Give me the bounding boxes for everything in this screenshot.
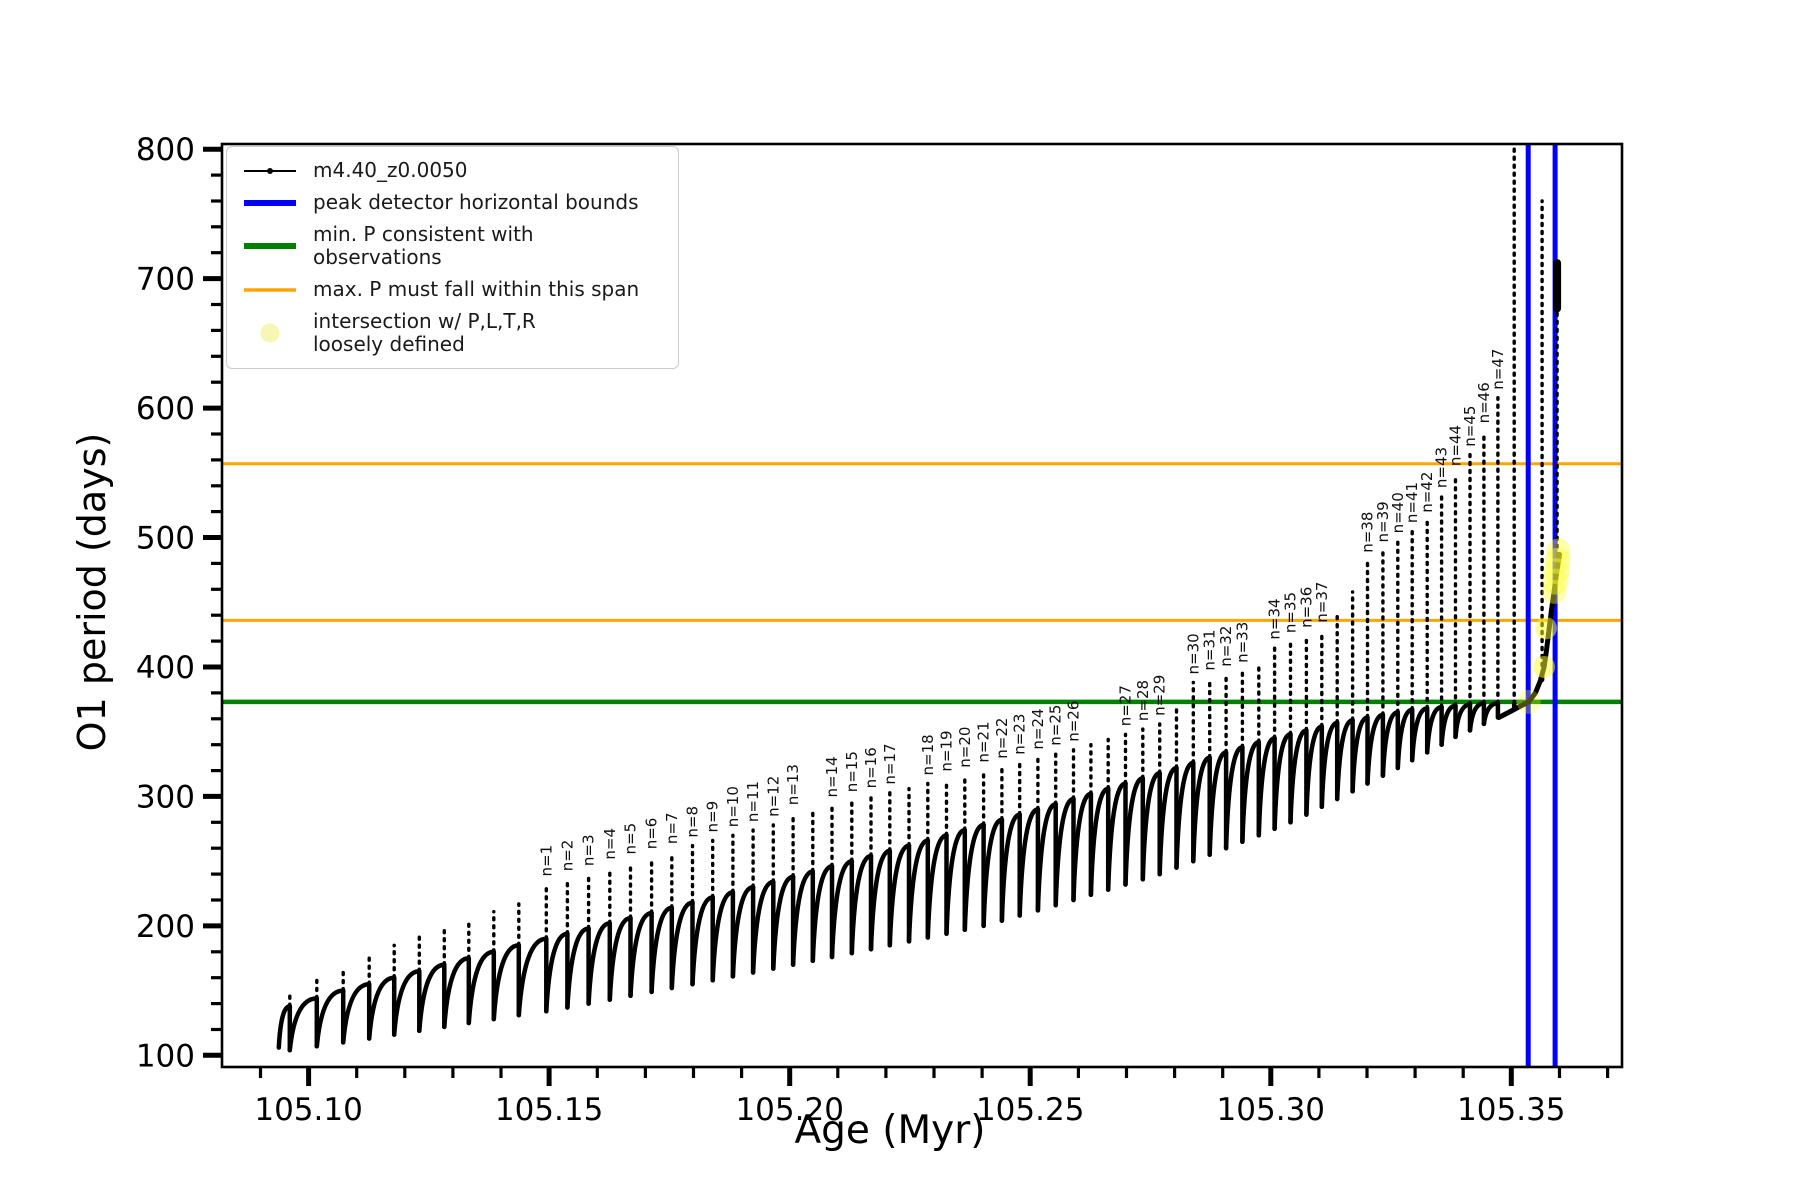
pulse-label: n=10 [724, 786, 742, 827]
pulse-label: n=43 [1433, 447, 1451, 488]
intersection-marker [1542, 579, 1567, 604]
legend-entry-3: max. P must fall within this span [242, 278, 662, 301]
pulse-label: n=36 [1297, 587, 1315, 628]
y-tick-label: 300 [136, 779, 195, 815]
pulse-label: n=34 [1266, 598, 1284, 639]
legend-swatch [242, 161, 298, 181]
pulse-label: n=21 [975, 721, 993, 762]
pulse-label: n=32 [1217, 626, 1235, 667]
x-tick-label: 105.30 [1217, 1092, 1325, 1128]
pulse-label: n=47 [1489, 349, 1507, 390]
x-tick-label: 105.25 [976, 1092, 1084, 1128]
y-tick-label: 500 [136, 521, 195, 557]
pulse-label: n=44 [1447, 425, 1465, 466]
legend-swatch [242, 280, 298, 300]
intersection-marker [1535, 617, 1557, 640]
pulse-label: n=3 [580, 834, 598, 866]
pulse-label: n=8 [684, 806, 702, 838]
pulse-label: n=30 [1184, 633, 1202, 674]
y-axis-label: O1 period (days) [70, 432, 114, 752]
pulse-label: n=46 [1475, 382, 1493, 423]
x-tick-label: 105.20 [735, 1092, 843, 1128]
legend-label: max. P must fall within this span [313, 277, 640, 301]
intersection-marker [1542, 568, 1569, 595]
pulse-label: n=28 [1134, 680, 1152, 721]
pulse-label: n=27 [1117, 685, 1135, 726]
legend-swatch [242, 320, 298, 346]
series-spike-drops [287, 671, 1545, 1053]
pulse-label: n=22 [993, 718, 1011, 759]
pulse-label: n=42 [1418, 472, 1436, 513]
pulse-label: n=33 [1233, 622, 1251, 663]
series-spike-peaks [288, 142, 1559, 1008]
line-swatch [244, 243, 296, 249]
pulse-label: n=7 [663, 812, 681, 844]
pulse-label: n=19 [938, 730, 956, 771]
plot-frame [220, 142, 1624, 1069]
intersection-marker [1546, 538, 1571, 563]
pulse-label: n=13 [784, 764, 802, 805]
pulse-label: n=25 [1047, 705, 1065, 746]
y-tick-label: 800 [136, 132, 195, 168]
intersection-marker [1533, 656, 1556, 678]
legend-swatch [242, 193, 298, 213]
intersection-marker [1516, 689, 1541, 714]
pulse-label: n=23 [1011, 714, 1029, 755]
pulse-label: n=29 [1151, 675, 1169, 716]
pulse-label: n=39 [1374, 501, 1392, 542]
pulse-label: n=31 [1201, 629, 1219, 670]
x-tick-label: 105.10 [254, 1092, 362, 1128]
y-tick-label: 600 [136, 391, 195, 427]
pulse-label: n=2 [558, 840, 576, 872]
pulse-label: n=5 [622, 823, 640, 855]
line-swatch [244, 199, 296, 206]
pulse-label: n=35 [1282, 592, 1300, 633]
series-arcs [276, 700, 1501, 1053]
y-tick-label: 200 [136, 909, 195, 945]
pulse-label: n=37 [1313, 582, 1331, 623]
pulse-label: n=6 [643, 818, 661, 850]
intersection-marker [1544, 547, 1571, 574]
dot-swatch [260, 323, 280, 343]
y-tick-label: 700 [136, 262, 195, 298]
legend-entry-2: min. P consistent with observations [242, 223, 662, 269]
pulse-label: n=38 [1359, 512, 1377, 553]
x-axis-label: Age (Myr) [794, 1108, 986, 1153]
pulse-label: n=17 [881, 743, 899, 784]
pulse-label: n=41 [1403, 482, 1421, 523]
legend-entry-4: intersection w/ P,L,T,R loosely defined [242, 310, 662, 356]
pulse-label: n=11 [744, 781, 762, 822]
pulse-label: n=45 [1461, 406, 1479, 447]
pulse-label: n=14 [823, 756, 841, 797]
x-tick-label: 105.35 [1457, 1092, 1565, 1128]
pulse-label: n=4 [601, 828, 619, 860]
legend-entry-0: m4.40_z0.0050 [242, 159, 662, 182]
pulse-label: n=15 [843, 751, 861, 792]
pulse-label: n=16 [862, 747, 880, 788]
legend-entry-1: peak detector horizontal bounds [242, 191, 662, 214]
y-tick-label: 400 [136, 650, 195, 686]
legend-label: min. P consistent with observations [313, 222, 534, 269]
pulse-label: n=26 [1065, 701, 1083, 742]
legend-label: peak detector horizontal bounds [313, 190, 639, 214]
pulse-label: n=1 [537, 845, 555, 877]
intersection-marker [1543, 558, 1570, 585]
x-tick-label: 105.15 [495, 1092, 603, 1128]
legend-label: intersection w/ P,L,T,R loosely defined [313, 309, 536, 356]
pulse-label: n=18 [919, 734, 937, 775]
legend-swatch [242, 236, 298, 256]
pulse-label: n=24 [1029, 708, 1047, 749]
pulse-label: n=40 [1389, 492, 1407, 533]
pulse-label: n=12 [764, 776, 782, 817]
y-tick-label: 100 [136, 1038, 195, 1074]
series-line-dot-swatch [244, 167, 296, 174]
pulse-label: n=20 [956, 727, 974, 768]
line-swatch [244, 287, 296, 292]
legend-label: m4.40_z0.0050 [313, 158, 468, 182]
pulse-label: n=9 [704, 801, 722, 833]
